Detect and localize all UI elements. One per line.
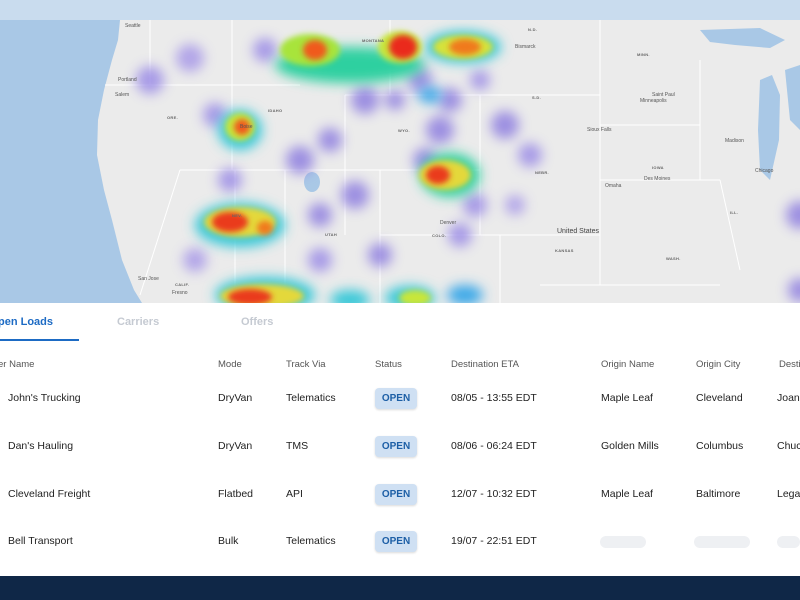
- origin-name-cell: Maple Leaf: [601, 392, 653, 404]
- mode-cell: DryVan: [218, 392, 253, 404]
- lake-superior: [700, 28, 785, 48]
- pacific-ocean: [0, 20, 142, 303]
- state-label-wash: WASH.: [666, 256, 681, 261]
- carrier-name-cell: Bell Transport: [8, 535, 73, 547]
- tab-bar: pen Loads Carriers Offers: [0, 303, 800, 341]
- origin-city-cell: Baltimore: [696, 488, 741, 500]
- state-label-iowa: IOWA: [652, 165, 664, 170]
- city-label-des-moines: Des Moines: [644, 176, 671, 182]
- city-label-sioux-falls: Sioux Falls: [587, 127, 612, 133]
- city-label-bismarck: Bismarck: [515, 44, 536, 50]
- loading-placeholder-destination: [777, 536, 800, 548]
- destination-cell: Joan': [777, 392, 800, 404]
- destination-cell: Chuc: [777, 440, 800, 452]
- tab-carriers[interactable]: Carriers: [117, 316, 160, 328]
- column-header-status[interactable]: Status: [375, 359, 402, 370]
- column-header-mode[interactable]: Mode: [218, 359, 242, 370]
- state-label-sd: S.D.: [532, 95, 541, 100]
- state-label-ore: ORE.: [167, 115, 178, 120]
- state-label-calif: CALIF.: [175, 282, 190, 287]
- column-header-origin-name[interactable]: Origin Name: [601, 359, 655, 370]
- mode-cell: DryVan: [218, 440, 253, 452]
- track-via-cell: TMS: [286, 440, 309, 452]
- destination-cell: Lega: [777, 488, 800, 500]
- city-label-minneapolis: Minneapolis: [640, 98, 667, 104]
- loading-placeholder-origin-city: [694, 536, 750, 548]
- city-label-salem: Salem: [115, 92, 130, 98]
- track-via-cell: Telematics: [286, 535, 336, 547]
- top-strip: [0, 0, 800, 20]
- destination-eta-cell: 08/05 - 13:55 EDT: [451, 392, 537, 404]
- tab-offers[interactable]: Offers: [241, 316, 274, 328]
- state-label-montana: MONTANA: [362, 38, 385, 43]
- heat-low: [136, 38, 800, 302]
- column-header-destination-eta[interactable]: Destination ETA: [451, 359, 519, 370]
- column-header-carrier-name[interactable]: er Name: [0, 359, 35, 370]
- origin-city-cell: Cleveland: [696, 392, 743, 404]
- origin-city-cell: Columbus: [696, 440, 744, 452]
- origin-name-cell: Golden Mills: [601, 440, 659, 452]
- footer-bar: [0, 576, 800, 600]
- city-label-denver: Denver: [440, 220, 457, 226]
- column-header-track-via[interactable]: Track Via: [286, 359, 326, 370]
- carrier-name-cell: John's Trucking: [8, 392, 81, 404]
- city-label-fresno: Fresno: [172, 290, 188, 296]
- heatmap-map[interactable]: Seattle Portland Salem Boise Denver Bism…: [0, 20, 800, 303]
- lake-huron: [785, 65, 800, 130]
- column-header-destination[interactable]: Desti: [779, 359, 800, 370]
- destination-eta-cell: 08/06 - 06:24 EDT: [451, 440, 537, 452]
- state-label-idaho: IDAHO: [268, 108, 283, 113]
- state-label-minn: MINN.: [637, 52, 650, 57]
- lake-michigan: [758, 75, 780, 180]
- state-label-nev: NEV.: [232, 213, 243, 218]
- city-label-chicago: Chicago: [755, 168, 774, 174]
- city-label-saint-paul: Saint Paul: [652, 92, 675, 98]
- city-label-madison: Madison: [725, 138, 744, 144]
- state-label-kansas: KANSAS: [555, 248, 574, 253]
- destination-eta-cell: 12/07 - 10:32 EDT: [451, 488, 537, 500]
- city-label-portland: Portland: [118, 77, 137, 83]
- status-badge[interactable]: OPEN: [375, 484, 417, 505]
- status-badge[interactable]: OPEN: [375, 531, 417, 552]
- state-label-colo: COLO.: [432, 233, 447, 238]
- city-label-san-jose: San Jose: [138, 276, 159, 282]
- track-via-cell: API: [286, 488, 303, 500]
- carrier-name-cell: Cleveland Freight: [8, 488, 91, 500]
- map-canvas: [0, 20, 800, 303]
- state-label-wyo: WYO.: [398, 128, 410, 133]
- tab-open-loads[interactable]: pen Loads: [0, 316, 54, 328]
- state-label-nebr: NEBR.: [535, 170, 549, 175]
- carrier-name-cell: Dan's Hauling: [8, 440, 74, 452]
- state-label-nd: N.D.: [528, 27, 538, 32]
- great-salt-lake: [304, 172, 320, 192]
- origin-name-cell: Maple Leaf: [601, 488, 653, 500]
- status-badge[interactable]: OPEN: [375, 436, 417, 457]
- loads-panel: pen Loads Carriers Offers er Name Mode T…: [0, 303, 800, 576]
- city-label-seattle: Seattle: [125, 23, 141, 29]
- mode-cell: Flatbed: [218, 488, 254, 500]
- heat-peak: [212, 35, 481, 303]
- city-label-omaha: Omaha: [605, 183, 622, 189]
- destination-eta-cell: 19/07 - 22:51 EDT: [451, 535, 537, 547]
- loading-placeholder-origin-name: [600, 536, 646, 548]
- state-label-ill: ILL.: [730, 210, 739, 215]
- state-label-utah: UTAH: [325, 232, 338, 237]
- track-via-cell: Telematics: [286, 392, 336, 404]
- status-badge[interactable]: OPEN: [375, 388, 417, 409]
- column-header-origin-city[interactable]: Origin City: [696, 359, 741, 370]
- country-label: United States: [557, 228, 600, 235]
- active-tab-indicator: [0, 339, 79, 341]
- mode-cell: Bulk: [218, 535, 239, 547]
- city-label-boise: Boise: [240, 124, 253, 130]
